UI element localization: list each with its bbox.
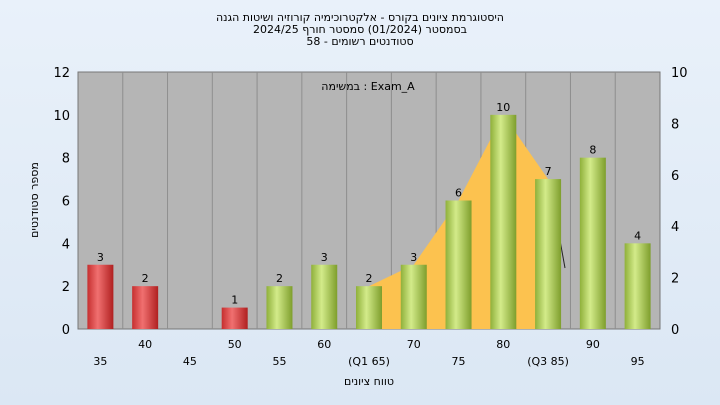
bar-35: [87, 264, 114, 329]
y-axis-label: מספר סטודנטים: [28, 162, 41, 238]
bar-value-label: 2: [366, 272, 373, 285]
bar-value-label: 7: [545, 165, 552, 178]
y2-tick-label: 0: [671, 323, 679, 338]
y-tick-label: 8: [62, 152, 70, 167]
chart-annotation: במשימה : Exam_A: [321, 80, 415, 93]
y2-tick-label: 2: [671, 272, 679, 287]
y2-tick-label: 8: [671, 117, 679, 132]
x-tick-label: (Q1 65): [348, 355, 390, 368]
y2-tick-label: 10: [671, 66, 688, 81]
bar-value-label: 1: [231, 294, 238, 307]
bar-value-label: 2: [142, 272, 149, 285]
x-axis-label: טווח ציונים: [344, 375, 394, 388]
bar-value-label: 3: [321, 251, 328, 264]
y-tick-label: 12: [53, 66, 70, 81]
bar-40: [132, 286, 159, 329]
bar-60: [311, 264, 338, 329]
chart-title-line-1: היסטוגרמת ציונים בקורס - אלקטרוכימיה קור…: [216, 11, 504, 24]
bar-70: [400, 264, 427, 329]
x-tick-label: 40: [138, 338, 152, 351]
bar-75: [445, 200, 472, 329]
y2-tick-label: 6: [671, 169, 679, 184]
x-tick-label: 75: [452, 355, 466, 368]
x-tick-label: 50: [228, 338, 242, 351]
y-tick-label: 10: [53, 109, 70, 124]
y2-tick-label: 4: [671, 220, 679, 235]
bar-value-label: 8: [589, 144, 596, 157]
x-tick-label: 55: [272, 355, 286, 368]
bar-90: [579, 157, 606, 329]
y-tick-label: 4: [62, 237, 70, 252]
x-tick-label: 35: [93, 355, 107, 368]
bar-80: [490, 114, 517, 329]
x-tick-label: 90: [586, 338, 600, 351]
y-tick-label: 6: [62, 195, 70, 210]
bar-value-label: 3: [97, 251, 104, 264]
y-tick-label: 2: [62, 280, 70, 295]
bar-value-label: 6: [455, 187, 462, 200]
chart-title-line-2: בסמסטר (01/2024) סמסטר חורף 2024/25: [253, 23, 467, 36]
bar-95: [624, 243, 651, 329]
bar-value-label: 4: [634, 229, 641, 242]
bar-50: [221, 307, 248, 329]
bar-value-label: 2: [276, 272, 283, 285]
bar-85: [535, 179, 562, 329]
bar-55: [266, 286, 293, 329]
bar-65: [356, 286, 382, 329]
bar-value-label: 10: [496, 101, 510, 114]
chart-title-line-3: 58 - סטודנטים רשומים: [306, 35, 413, 48]
x-tick-label: 80: [496, 338, 510, 351]
x-tick-label: (Q3 85): [527, 355, 569, 368]
x-tick-label: 45: [183, 355, 197, 368]
y-tick-label: 0: [62, 323, 70, 338]
x-tick-label: 60: [317, 338, 331, 351]
x-tick-label: 70: [407, 338, 421, 351]
bar-value-label: 3: [410, 251, 417, 264]
x-tick-label: 95: [631, 355, 645, 368]
